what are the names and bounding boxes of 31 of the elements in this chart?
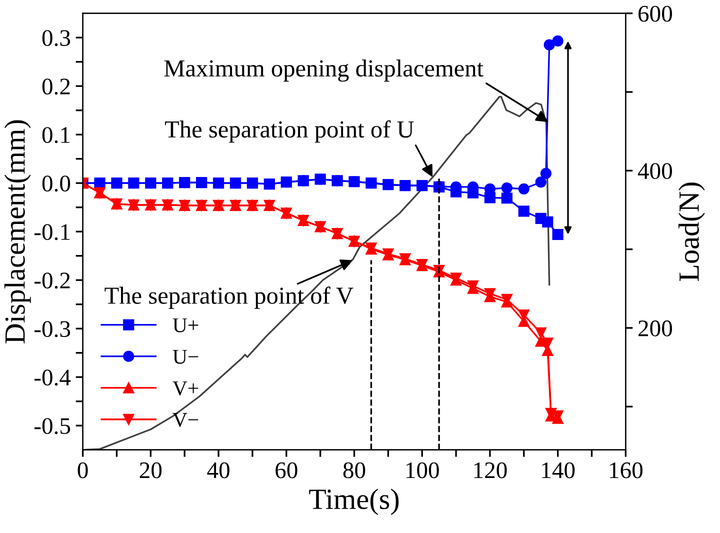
x-tick-label: 120 [474, 462, 507, 478]
y-tick-label: -0.5 [34, 418, 70, 434]
legend-label: V+ [172, 382, 198, 396]
x-tick-label: 40 [207, 462, 230, 478]
y2-axis-title: Load(N) [678, 182, 705, 281]
legend-label: U+ [172, 318, 198, 332]
y-tick-label: -0.4 [34, 370, 71, 386]
y-axis-title: Displacement(mm) [4, 120, 31, 344]
y-tick-label: 0.3 [42, 30, 70, 46]
x-tick-label: 100 [406, 462, 439, 478]
x-tick-label: 60 [276, 462, 298, 478]
y-tick-label: 0.2 [42, 78, 70, 95]
y-tick-label: 0.0 [42, 176, 70, 192]
legend-label: V− [172, 413, 198, 427]
y-tick-label: 0.1 [42, 127, 70, 144]
legend-label: U− [172, 350, 198, 364]
y2-tick-label: 600 [638, 6, 672, 22]
annotation: Maximum opening displacement [164, 60, 484, 82]
x-axis-title: Time(s) [309, 488, 399, 516]
x-tick-label: 80 [343, 462, 366, 478]
y2-tick-label: 400 [638, 163, 672, 180]
x-tick-label: 0 [78, 462, 88, 478]
y-tick-label: -0.1 [34, 224, 70, 240]
y2-tick-label: 200 [638, 320, 672, 336]
y-tick-label: -0.3 [34, 321, 70, 338]
x-tick-label: 160 [610, 462, 642, 478]
annotation: The separation point of V [104, 286, 354, 309]
y-tick-label: -0.2 [34, 272, 70, 289]
x-tick-label: 20 [140, 462, 162, 478]
annotation: The separation point of U [165, 120, 414, 143]
x-tick-label: 140 [542, 462, 575, 478]
